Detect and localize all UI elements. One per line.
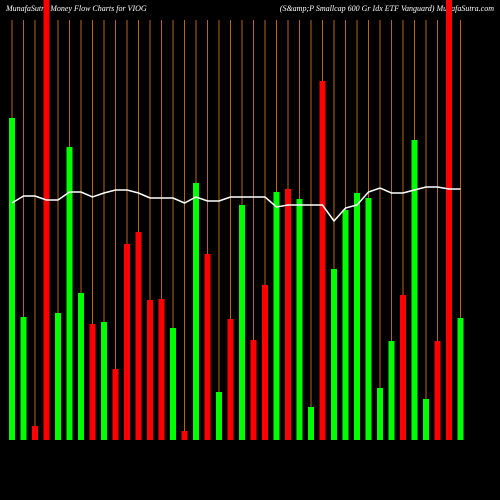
chart-title: MunafaSutra Money Flow Charts for VIOG bbox=[5, 4, 147, 13]
bar bbox=[365, 198, 372, 440]
bar bbox=[342, 210, 349, 440]
bar bbox=[227, 319, 234, 440]
bar bbox=[400, 295, 406, 440]
bar bbox=[354, 193, 360, 440]
bar bbox=[20, 317, 27, 440]
bar bbox=[9, 118, 15, 440]
bar bbox=[296, 199, 303, 440]
bar bbox=[434, 341, 441, 440]
bar bbox=[204, 254, 211, 440]
bar bbox=[193, 183, 199, 440]
bar bbox=[250, 340, 257, 440]
bar bbox=[331, 269, 337, 440]
bar bbox=[262, 285, 268, 440]
bar bbox=[319, 81, 326, 440]
bar bbox=[388, 341, 395, 440]
bar bbox=[308, 407, 314, 440]
bar bbox=[423, 399, 429, 440]
bar bbox=[32, 426, 38, 440]
chart-subtitle: (S&amp;P Smallcap 600 Gr Idx ETF Vanguar… bbox=[280, 4, 494, 13]
money-flow-line bbox=[11, 186, 461, 223]
bar bbox=[181, 431, 188, 440]
bar bbox=[43, 0, 50, 440]
bar bbox=[285, 189, 291, 440]
bar bbox=[112, 369, 119, 440]
bar bbox=[216, 392, 222, 440]
bar bbox=[158, 299, 165, 440]
bar bbox=[377, 388, 383, 440]
bar bbox=[457, 318, 464, 440]
bar bbox=[78, 293, 84, 440]
bar bbox=[55, 313, 61, 440]
bar bbox=[411, 140, 418, 440]
bar bbox=[135, 232, 142, 440]
bar bbox=[446, 0, 452, 440]
bar bbox=[101, 322, 107, 440]
bar bbox=[66, 147, 73, 440]
bar bbox=[124, 244, 130, 440]
bar bbox=[239, 205, 245, 440]
bar bbox=[170, 328, 176, 440]
bar bbox=[273, 192, 280, 440]
bar bbox=[147, 300, 153, 440]
bar bbox=[89, 324, 96, 440]
